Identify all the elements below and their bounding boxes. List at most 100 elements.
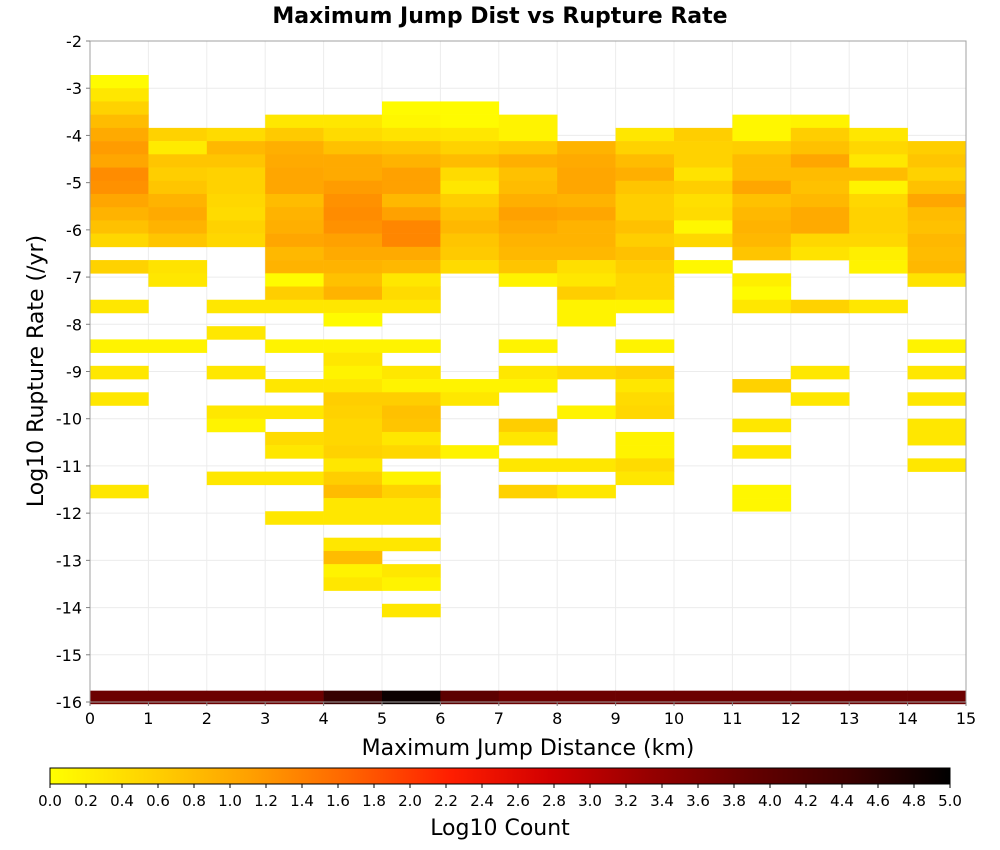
heatmap-cell xyxy=(148,233,208,248)
heatmap-cell xyxy=(382,577,441,591)
heatmap-cell xyxy=(440,445,500,459)
heatmap-cell xyxy=(323,537,383,552)
heatmap-cell xyxy=(206,233,266,248)
heatmap-cell xyxy=(206,193,266,208)
heatmap-cell xyxy=(323,286,383,301)
heatmap-cell xyxy=(498,484,558,499)
heatmap-cell xyxy=(732,286,792,301)
heatmap-cell xyxy=(148,690,208,705)
heatmap-cell xyxy=(382,154,441,168)
heatmap-cell xyxy=(849,220,908,234)
heatmap-cell xyxy=(206,141,266,155)
heatmap-cell xyxy=(732,445,792,459)
heatmap-cell xyxy=(382,220,441,234)
x-tick-label: 13 xyxy=(839,709,859,728)
heatmap-cell xyxy=(674,180,733,195)
colorbar-tick-label: 4.8 xyxy=(902,792,926,810)
heatmap-cell xyxy=(674,233,733,248)
heatmap-cell xyxy=(498,379,558,393)
heatmap-cell xyxy=(615,365,675,380)
heatmap-cell xyxy=(615,273,675,287)
heatmap-cell xyxy=(382,339,441,353)
heatmap-cell xyxy=(615,471,675,486)
heatmap-cell xyxy=(382,498,441,512)
heatmap-cell xyxy=(265,286,324,301)
heatmap-cell xyxy=(440,246,500,261)
heatmap-cell xyxy=(615,286,675,301)
heatmap-cell xyxy=(323,564,383,578)
heatmap-cell xyxy=(323,299,383,314)
heatmap-cell xyxy=(615,180,675,195)
heatmap-cell xyxy=(557,180,616,195)
heatmap-cell xyxy=(732,207,792,221)
heatmap-cell xyxy=(498,233,558,248)
heatmap-cell xyxy=(323,498,383,512)
heatmap-cell xyxy=(849,193,908,208)
heatmap-cell xyxy=(557,365,616,380)
heatmap-cell xyxy=(790,392,850,406)
heatmap-cell xyxy=(90,299,149,314)
heatmap-cell xyxy=(907,418,967,433)
x-tick-label: 9 xyxy=(611,709,621,728)
heatmap-cell xyxy=(907,273,967,287)
colorbar-ticks: 0.0 0.2 0.4 0.6 0.8 1.0 1.2 1.4 1.6 1.8 2.0 2.2 2.4 2… xyxy=(38,784,962,810)
heatmap-cell xyxy=(382,286,441,301)
heatmap-cell xyxy=(732,141,792,155)
heatmap-cell xyxy=(615,233,675,248)
colorbar-tick-label: 2.8 xyxy=(542,792,566,810)
colorbar-tick-label: 0.2 xyxy=(74,792,98,810)
heatmap-cell xyxy=(615,379,675,393)
heatmap-cell xyxy=(90,207,149,221)
heatmap-cell xyxy=(90,88,149,102)
heatmap-cell xyxy=(90,154,149,168)
heatmap-cell xyxy=(615,246,675,261)
heatmap-cell xyxy=(265,339,324,353)
heatmap-cell xyxy=(265,471,324,486)
heatmap-cell xyxy=(498,207,558,221)
heatmap-cell xyxy=(557,458,616,472)
heatmap-cell xyxy=(265,445,324,459)
heatmap-cell xyxy=(265,260,324,274)
heatmap-cell xyxy=(382,511,441,525)
heatmap-cell xyxy=(382,405,441,420)
heatmap-cell xyxy=(440,167,500,182)
heatmap-cell xyxy=(323,445,383,459)
y-tick-label: -9 xyxy=(66,363,82,382)
heatmap-cell xyxy=(849,167,908,182)
heatmap-cell xyxy=(674,141,733,155)
heatmap-cell xyxy=(323,141,383,155)
heatmap-cell xyxy=(382,392,441,406)
heatmap-cell xyxy=(849,127,908,142)
heatmap-cell xyxy=(440,193,500,208)
heatmap-cell xyxy=(265,114,324,129)
heatmap-cell xyxy=(206,220,266,234)
heatmap-cell xyxy=(323,365,383,380)
heatmap-cell xyxy=(674,154,733,168)
heatmap-cell xyxy=(907,141,967,155)
heatmap-cell xyxy=(907,220,967,234)
colorbar-tick-label: 1.2 xyxy=(254,792,278,810)
x-tick-label: 15 xyxy=(956,709,976,728)
heatmap-cell xyxy=(615,690,675,705)
heatmap-cell xyxy=(323,233,383,248)
heatmap-cell xyxy=(615,154,675,168)
y-tick-label: -7 xyxy=(66,268,82,287)
heatmap-cell xyxy=(90,690,149,705)
y-tick-label: -2 xyxy=(66,32,82,51)
heatmap-cell xyxy=(498,246,558,261)
heatmap-cell xyxy=(323,431,383,446)
heatmap-cell xyxy=(323,180,383,195)
heatmap-cell xyxy=(265,246,324,261)
heatmap-cell xyxy=(907,180,967,195)
x-tick-label: 5 xyxy=(377,709,387,728)
heatmap-cell xyxy=(557,220,616,234)
heatmap-cell xyxy=(498,365,558,380)
heatmap-cell xyxy=(615,458,675,472)
heatmap-cell xyxy=(440,690,500,705)
heatmap-cell xyxy=(557,193,616,208)
heatmap-cell xyxy=(265,127,324,142)
heatmap-cell xyxy=(849,299,908,314)
y-tick-label: -14 xyxy=(56,599,82,618)
heatmap-cell xyxy=(440,207,500,221)
heatmap-cell xyxy=(265,405,324,420)
